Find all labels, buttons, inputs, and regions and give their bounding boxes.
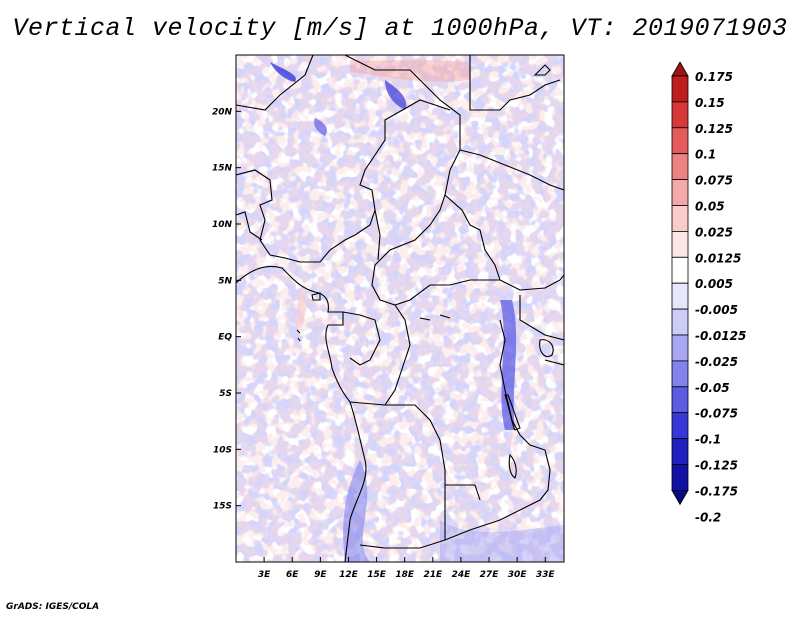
colorbar-label: -0.005 — [695, 303, 738, 317]
colorbar-label: 0.15 — [695, 96, 725, 110]
colorbar-swatch — [671, 464, 689, 491]
lon-tick-label: 18E — [395, 570, 415, 580]
colorbar-swatch — [671, 360, 689, 388]
colorbar-swatch — [671, 282, 689, 310]
lat-tick-label: 20N — [212, 107, 233, 117]
grads-credit: GrADS: IGES/COLA — [6, 602, 100, 612]
lat-tick-label: 15S — [213, 502, 232, 512]
colorbar-swatch — [671, 179, 689, 206]
colorbar-label: 0.175 — [695, 70, 733, 84]
colorbar-bottom-arrow — [671, 489, 689, 506]
map-frame — [235, 54, 565, 563]
colorbar-label: -0.075 — [695, 407, 738, 421]
colorbar-label: 0.075 — [695, 174, 733, 188]
lat-tick-label: EQ — [218, 333, 232, 343]
colorbar-swatch — [671, 101, 689, 129]
lat-tick-label: 15N — [212, 164, 233, 174]
lon-tick-label: 30E — [508, 570, 528, 580]
colorbar-label: -0.2 — [695, 510, 721, 524]
lat-tick-label: 5N — [218, 276, 232, 286]
axis-ticks: 3E 6E 9E 12E 15E 18E 21E 24E 27E 30E 33E 20N 15N 10N 5… — [212, 107, 556, 580]
country-boundaries — [236, 55, 564, 562]
chart-title: Vertical velocity [m/s] at 1000hPa, VT: … — [12, 14, 788, 43]
colorbar-swatch — [671, 127, 689, 155]
colorbar-swatch — [671, 205, 689, 232]
colorbar-swatch — [671, 153, 689, 180]
colorbar-swatch — [671, 438, 689, 465]
colorbar-swatch — [671, 75, 689, 103]
colorbar-label: -0.125 — [695, 459, 738, 473]
colorbar-swatch — [671, 230, 689, 258]
colorbar-label: 0.005 — [695, 277, 733, 291]
colorbar-swatch — [671, 308, 689, 336]
colorbar-label: -0.05 — [695, 381, 730, 395]
colorbar: 0.175 0.15 0.125 0.1 0.075 0.05 0.025 0.0125 0.0… — [671, 61, 746, 524]
colorbar-label: 0.0125 — [695, 251, 741, 265]
colorbar-top-arrow — [671, 61, 689, 77]
colorbar-label: -0.0125 — [695, 329, 746, 343]
lon-tick-label: 3E — [258, 570, 271, 580]
lon-tick-label: 27E — [480, 570, 500, 580]
lat-tick-label: 10S — [213, 445, 232, 455]
lon-tick-label: 12E — [339, 570, 359, 580]
colorbar-swatch — [671, 412, 689, 440]
colorbar-label: 0.025 — [695, 225, 733, 239]
colorbar-label: 0.1 — [695, 148, 716, 162]
lon-tick-label: 6E — [286, 570, 299, 580]
lon-tick-label: 9E — [314, 570, 327, 580]
colorbar-label: -0.1 — [695, 433, 721, 447]
lon-tick-label: 33E — [536, 570, 556, 580]
colorbar-swatch — [671, 334, 689, 362]
colorbar-swatch — [671, 386, 689, 414]
lon-tick-label: 15E — [367, 570, 387, 580]
colorbar-swatch — [671, 256, 689, 284]
colorbar-label: 0.125 — [695, 122, 733, 136]
colorbar-label: -0.025 — [695, 355, 738, 369]
colorbar-label: 0.05 — [695, 200, 725, 214]
lat-tick-label: 5S — [219, 389, 232, 399]
lon-tick-label: 24E — [452, 570, 472, 580]
lat-tick-label: 10N — [212, 220, 233, 230]
velocity-field — [236, 55, 564, 562]
lon-tick-label: 21E — [423, 570, 443, 580]
colorbar-label: -0.175 — [695, 484, 738, 498]
